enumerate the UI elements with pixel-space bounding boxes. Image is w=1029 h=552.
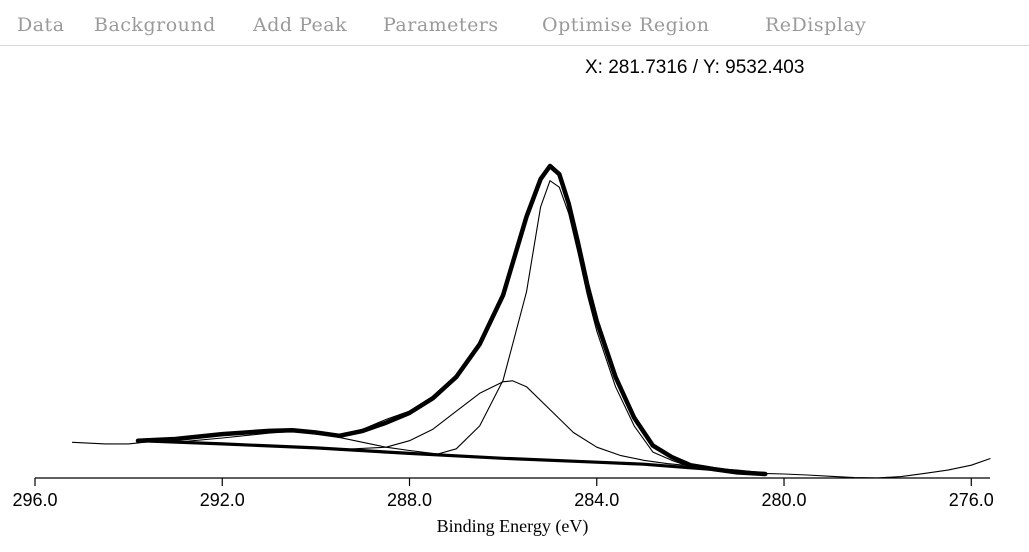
cursor-coordinate-readout: X: 281.7316 / Y: 9532.403 — [585, 57, 805, 78]
menu-add-peak[interactable]: Add Peak — [253, 14, 348, 36]
x-tick-label: 292.0 — [200, 490, 245, 510]
menu-bar: Data Background Add Peak Parameters Opti… — [0, 0, 1029, 46]
menu-data[interactable]: Data — [17, 14, 65, 36]
menu-background[interactable]: Background — [94, 14, 216, 36]
menu-redisplay[interactable]: ReDisplay — [765, 14, 867, 36]
x-axis-title: Binding Energy (eV) — [437, 516, 589, 537]
x-axis-ticks: 296.0 292.0 288.0 284.0 280.0 276.0 — [12, 478, 994, 510]
x-tick-label: 288.0 — [387, 490, 432, 510]
x-tick-label: 296.0 — [12, 490, 57, 510]
series-layer — [71, 163, 991, 479]
series-component-shoulder — [338, 380, 691, 467]
series-raw-data — [71, 167, 991, 479]
menu-optimise-region[interactable]: Optimise Region — [542, 14, 710, 36]
x-tick-label: 280.0 — [761, 490, 806, 510]
x-tick-label: 284.0 — [574, 490, 619, 510]
x-tick-label: 276.0 — [949, 490, 994, 510]
series-envelope — [135, 163, 768, 477]
menu-parameters[interactable]: Parameters — [383, 14, 499, 36]
